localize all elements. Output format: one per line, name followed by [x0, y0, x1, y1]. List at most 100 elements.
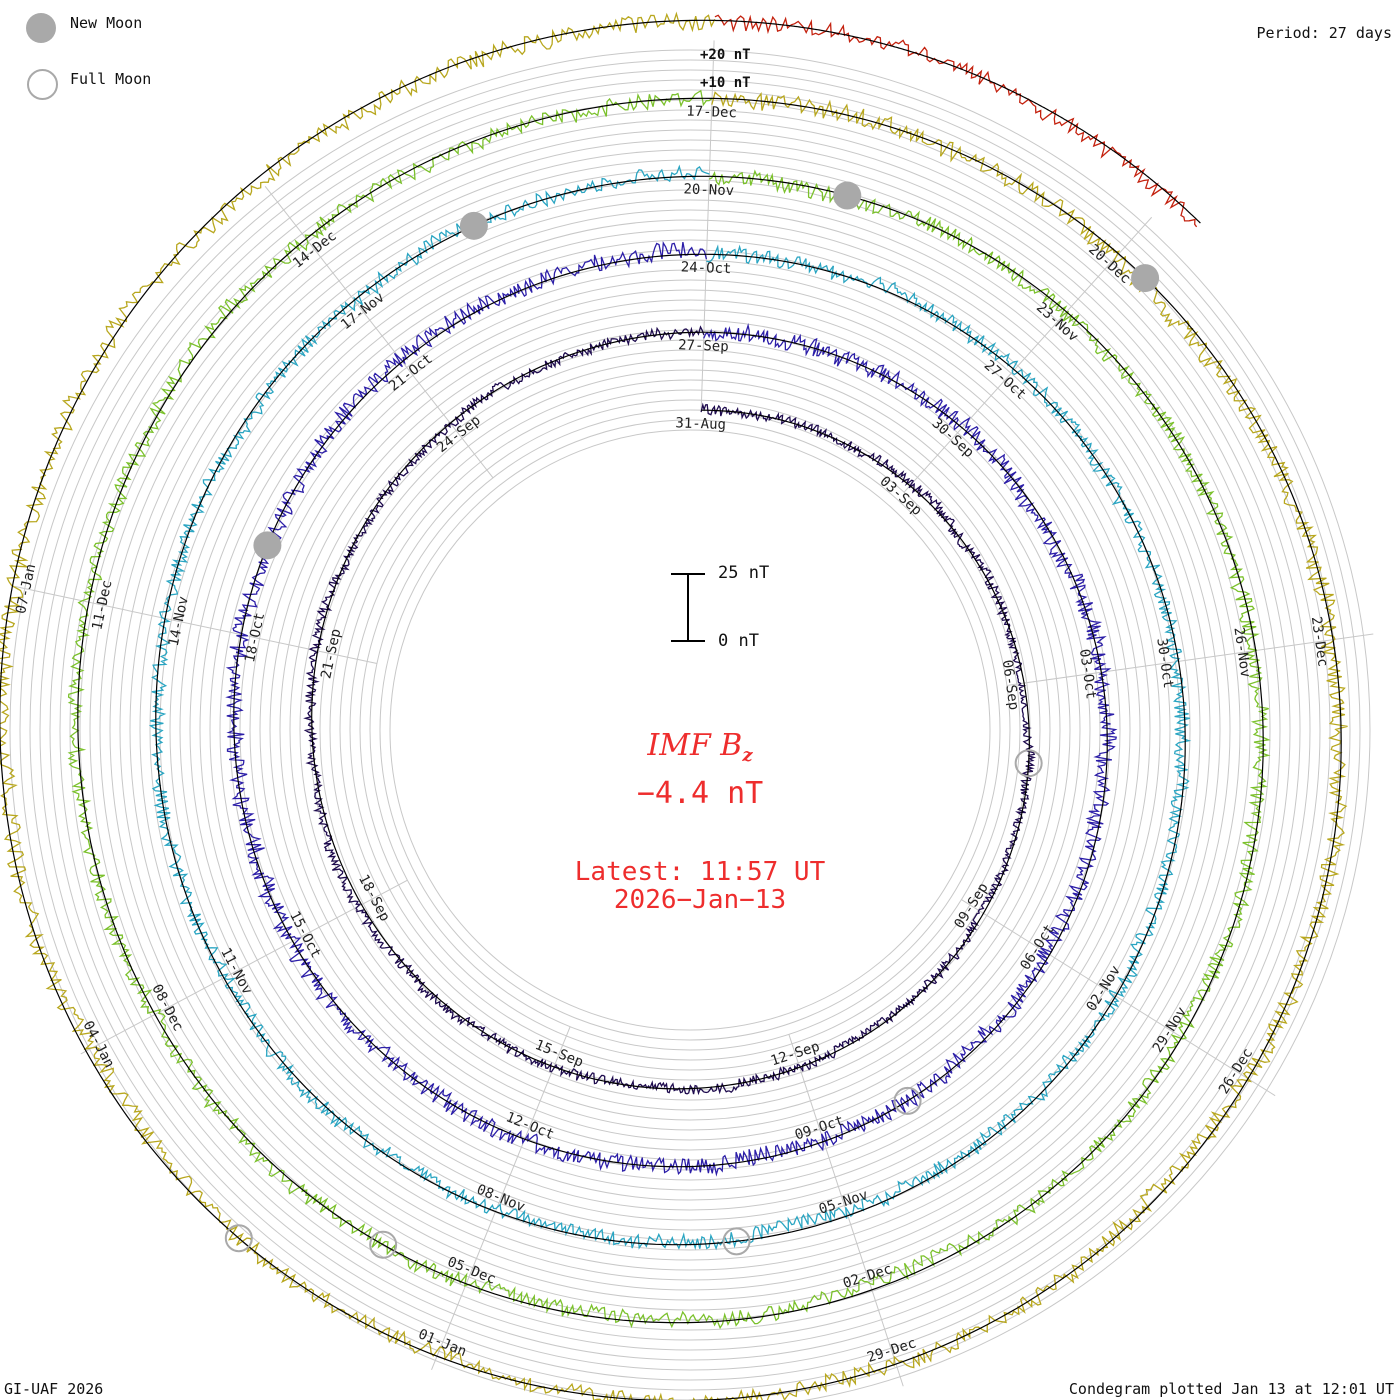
grid-circle: [199, 239, 1181, 1221]
date-label-15-oct: 15-Oct: [286, 909, 324, 961]
date-label-17-dec: 17-Dec: [686, 104, 737, 122]
grid-circle: [39, 79, 1341, 1381]
grid-circle: [139, 179, 1241, 1281]
date-label-27-sep: 27-Sep: [678, 337, 729, 355]
grid-circle: [339, 379, 1041, 1081]
grid-circle: [259, 299, 1121, 1161]
grid-circle: [229, 269, 1151, 1191]
parameter-subscript: z: [742, 745, 753, 766]
grid-circle: [169, 209, 1211, 1251]
scale-bar: [671, 573, 705, 642]
date-label-24-oct: 24-Oct: [681, 259, 732, 277]
latest-time: Latest: 11:57 UT: [574, 857, 826, 887]
date-label-02-dec: 02-Dec: [841, 1261, 894, 1292]
zero-baseline-nov-dec: [77, 97, 1264, 1324]
full-moon-legend-label: Full Moon: [70, 70, 152, 88]
date-label-31-aug: 31-Aug: [675, 415, 726, 433]
date-label-11-dec: 11-Dec: [89, 579, 115, 632]
grid-circle: [239, 279, 1141, 1181]
grid-circle: [299, 339, 1081, 1121]
latest-timestamp: Latest: 11:57 UT 2026−Jan−13: [0, 858, 1400, 914]
zero-baseline-aug-sep: [311, 331, 1030, 1090]
grid-circle: [129, 169, 1251, 1291]
parameter-name: IMF Bz: [0, 728, 1400, 766]
date-label-26-dec: 26-Dec: [1216, 1046, 1256, 1097]
new-moon-marker: [459, 211, 488, 240]
date-label-05-dec: 05-Dec: [445, 1254, 498, 1288]
new-moon-marker: [253, 531, 282, 560]
date-label-03-oct: 03-Oct: [1076, 648, 1099, 700]
grid-spoke: [961, 899, 1276, 1097]
grid-circle: [219, 259, 1161, 1201]
zero-baseline-sep-oct: [233, 253, 1108, 1168]
grid-spoke: [80, 879, 408, 1055]
grid-circle: [89, 129, 1291, 1331]
zero-baseline-jan: [714, 19, 1201, 224]
bz-trace-aug-sep: [303, 325, 1037, 1096]
grid-spoke: [14, 586, 378, 664]
grid-circle: [19, 59, 1361, 1400]
grid-circle: [189, 229, 1191, 1231]
scale-label-20nt: +20 nT: [700, 47, 751, 63]
bz-trace-sep-oct: [225, 240, 1118, 1177]
scale-bar-bottom-label: 0 nT: [718, 631, 759, 651]
grid-circle: [119, 159, 1261, 1301]
date-label-29-dec: 29-Dec: [865, 1335, 918, 1366]
full-moon-legend-icon: [27, 69, 58, 100]
grid-spoke: [903, 216, 1153, 493]
new-moon-marker: [833, 181, 862, 210]
grid-circle: [389, 429, 991, 1031]
grid-circle: [269, 309, 1111, 1151]
bz-traces: [0, 11, 1348, 1400]
grid-circle: [289, 329, 1091, 1131]
latest-date: 2026−Jan−13: [613, 885, 787, 915]
grid-circle: [379, 419, 1001, 1041]
full-moon-marker: [1014, 749, 1043, 778]
parameter-name-text: IMF B: [647, 728, 743, 763]
date-label-03-sep: 03-Sep: [876, 473, 924, 519]
grid-circle: [179, 219, 1201, 1241]
grid-circle: [69, 109, 1311, 1351]
date-label-09-oct: 09-Oct: [793, 1113, 846, 1144]
scale-label-10nt: +10 nT: [700, 75, 751, 91]
grid-circle: [49, 89, 1331, 1371]
grid-spoke: [700, 40, 715, 411]
moon-markers: [224, 181, 1160, 1259]
grid-circle: [29, 69, 1351, 1391]
grid-spoke: [1006, 633, 1374, 686]
new-moon-legend-label: New Moon: [70, 14, 143, 32]
full-moon-marker: [722, 1227, 751, 1256]
new-moon-legend-icon: [26, 13, 56, 43]
zero-baseline-oct-nov: [155, 175, 1186, 1246]
bz-trace-oct-nov: [148, 164, 1192, 1251]
grid-circle: [349, 389, 1031, 1071]
date-label-11-nov: 11-Nov: [217, 945, 255, 997]
date-label-30-oct: 30-Oct: [1153, 637, 1176, 689]
new-moon-marker: [1131, 264, 1160, 293]
grid-circle: [109, 149, 1271, 1311]
bz-trace-jan: [714, 14, 1198, 228]
credit-label: GI-UAF 2026: [4, 1380, 104, 1398]
scale-bar-top-label: 25 nT: [718, 563, 770, 583]
date-label-17-nov: 17-Nov: [338, 289, 388, 333]
zero-baseline-dec: [0, 19, 1342, 1400]
grid-circle: [149, 189, 1231, 1271]
period-label: Period: 27 days: [1256, 24, 1392, 42]
full-moon-marker: [893, 1086, 922, 1115]
full-moon-marker: [224, 1224, 253, 1253]
date-label-20-nov: 20-Nov: [683, 181, 734, 199]
grid-circle: [369, 409, 1011, 1051]
grid-circle: [359, 399, 1021, 1061]
polar-grid: [9, 40, 1374, 1400]
bz-trace-nov-dec: [67, 89, 1271, 1330]
grid-spoke: [431, 1026, 571, 1370]
plotted-label: Condegram plotted Jan 13 at 12:01 UT: [1068, 1380, 1394, 1398]
date-label-26-nov: 26-Nov: [1230, 626, 1253, 678]
current-value: −4.4 nT: [636, 776, 764, 811]
grid-spoke: [264, 185, 494, 479]
grid-circle: [9, 49, 1371, 1400]
date-label-18-oct: 18-Oct: [242, 611, 268, 664]
grid-circle: [319, 359, 1061, 1101]
date-label-06-sep: 06-Sep: [999, 659, 1022, 711]
